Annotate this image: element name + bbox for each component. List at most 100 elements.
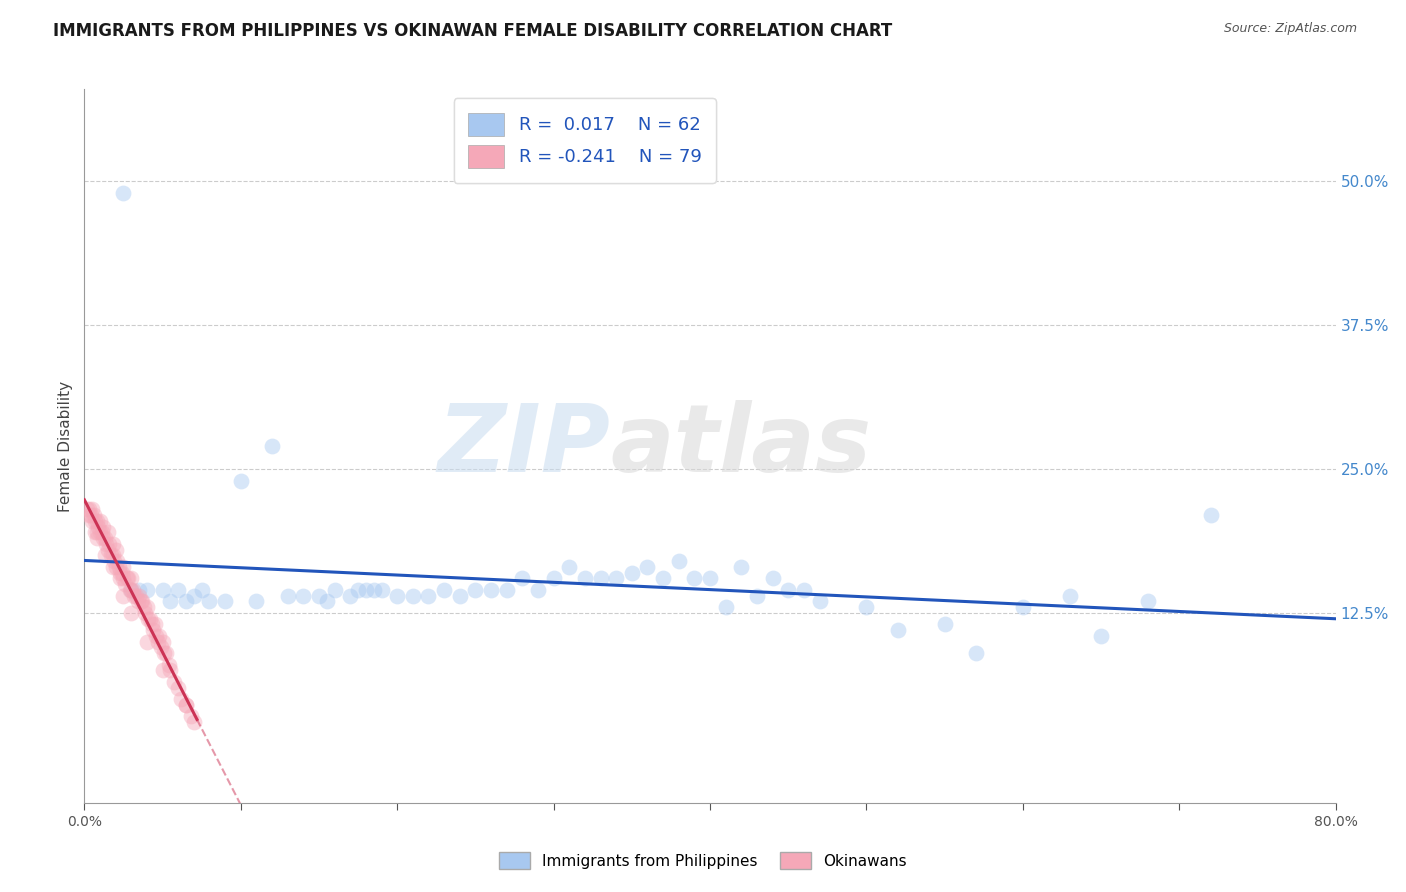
Point bbox=[110, 571, 132, 585]
Point bbox=[120, 571, 142, 585]
Point bbox=[84, 525, 107, 540]
Point bbox=[745, 589, 768, 603]
Point bbox=[136, 582, 159, 597]
Point bbox=[93, 549, 115, 563]
Point bbox=[77, 502, 100, 516]
Point bbox=[699, 571, 721, 585]
Point bbox=[82, 502, 104, 516]
Point bbox=[120, 582, 142, 597]
Legend: Immigrants from Philippines, Okinawans: Immigrants from Philippines, Okinawans bbox=[494, 846, 912, 875]
Point bbox=[101, 537, 124, 551]
Point bbox=[153, 646, 176, 660]
Point bbox=[132, 600, 155, 615]
Text: IMMIGRANTS FROM PHILIPPINES VS OKINAWAN FEMALE DISABILITY CORRELATION CHART: IMMIGRANTS FROM PHILIPPINES VS OKINAWAN … bbox=[53, 22, 893, 40]
Point bbox=[138, 612, 160, 626]
Point bbox=[76, 502, 98, 516]
Point bbox=[142, 623, 165, 637]
Point bbox=[543, 571, 565, 585]
Point bbox=[136, 634, 159, 648]
Point bbox=[98, 537, 121, 551]
Point bbox=[159, 594, 181, 608]
Point bbox=[125, 589, 148, 603]
Point bbox=[558, 559, 581, 574]
Point bbox=[134, 606, 156, 620]
Point bbox=[385, 589, 409, 603]
Point bbox=[112, 186, 135, 200]
Point bbox=[104, 542, 127, 557]
Point bbox=[112, 571, 135, 585]
Y-axis label: Female Disability: Female Disability bbox=[58, 380, 73, 512]
Point bbox=[1136, 594, 1159, 608]
Point bbox=[127, 594, 149, 608]
Point bbox=[111, 566, 134, 580]
Point bbox=[714, 600, 737, 615]
Legend: R =  0.017    N = 62, R = -0.241    N = 79: R = 0.017 N = 62, R = -0.241 N = 79 bbox=[454, 98, 716, 183]
Point bbox=[308, 589, 330, 603]
Point bbox=[527, 582, 550, 597]
Point bbox=[174, 698, 197, 712]
Point bbox=[183, 715, 205, 730]
Point bbox=[1199, 508, 1222, 522]
Point bbox=[167, 681, 190, 695]
Point bbox=[82, 514, 104, 528]
Point bbox=[96, 537, 118, 551]
Point bbox=[170, 692, 193, 706]
Point bbox=[110, 566, 132, 580]
Point bbox=[86, 531, 108, 545]
Point bbox=[464, 582, 486, 597]
Point bbox=[87, 519, 110, 533]
Point bbox=[143, 617, 166, 632]
Point bbox=[183, 589, 205, 603]
Point bbox=[934, 617, 956, 632]
Point bbox=[150, 640, 173, 655]
Point bbox=[730, 559, 752, 574]
Point bbox=[112, 589, 135, 603]
Point bbox=[793, 582, 815, 597]
Text: atlas: atlas bbox=[610, 400, 872, 492]
Point bbox=[84, 514, 107, 528]
Point bbox=[778, 582, 800, 597]
Point bbox=[229, 474, 252, 488]
Point bbox=[887, 623, 910, 637]
Point bbox=[118, 582, 141, 597]
Point bbox=[146, 634, 169, 648]
Point bbox=[339, 589, 361, 603]
Point bbox=[574, 571, 596, 585]
Point bbox=[157, 657, 180, 672]
Point bbox=[128, 582, 150, 597]
Point bbox=[136, 600, 159, 615]
Point bbox=[402, 589, 425, 603]
Point bbox=[214, 594, 236, 608]
Point bbox=[117, 571, 139, 585]
Point bbox=[101, 559, 124, 574]
Point bbox=[363, 582, 385, 597]
Point bbox=[652, 571, 675, 585]
Point bbox=[1059, 589, 1081, 603]
Point bbox=[262, 439, 284, 453]
Point bbox=[668, 554, 690, 568]
Point bbox=[683, 571, 706, 585]
Text: Source: ZipAtlas.com: Source: ZipAtlas.com bbox=[1223, 22, 1357, 36]
Point bbox=[855, 600, 877, 615]
Point bbox=[97, 542, 120, 557]
Point bbox=[152, 582, 174, 597]
Point bbox=[762, 571, 785, 585]
Point bbox=[174, 698, 197, 712]
Point bbox=[162, 675, 184, 690]
Point bbox=[114, 577, 136, 591]
Point bbox=[120, 582, 142, 597]
Point bbox=[103, 554, 125, 568]
Point bbox=[145, 629, 167, 643]
Point bbox=[245, 594, 267, 608]
Point bbox=[620, 566, 643, 580]
Point bbox=[292, 589, 315, 603]
Point bbox=[198, 594, 221, 608]
Point bbox=[155, 646, 177, 660]
Point bbox=[347, 582, 370, 597]
Point bbox=[152, 634, 174, 648]
Point bbox=[323, 582, 346, 597]
Text: ZIP: ZIP bbox=[437, 400, 610, 492]
Point bbox=[107, 559, 129, 574]
Point bbox=[433, 582, 456, 597]
Point bbox=[112, 559, 135, 574]
